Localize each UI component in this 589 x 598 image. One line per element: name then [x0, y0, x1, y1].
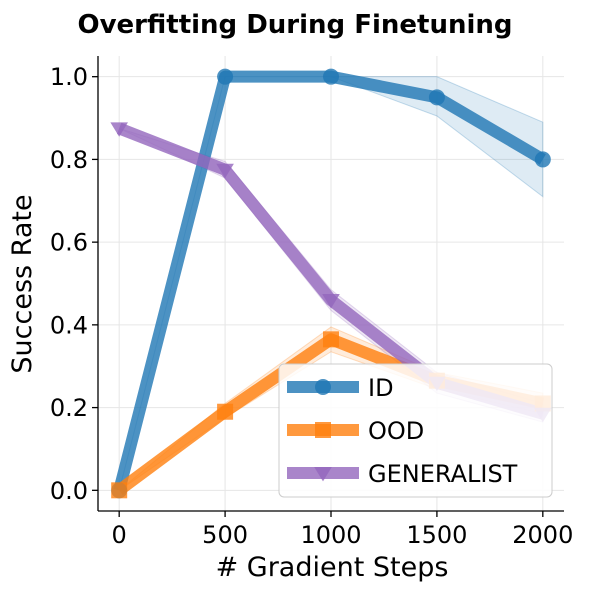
chart-title: Overfitting During Finetuning — [77, 10, 512, 40]
y-tick-label-0: 0.0 — [50, 477, 88, 505]
legend-label-ood: OOD — [368, 417, 424, 445]
y-axis-label: Success Rate — [7, 194, 38, 373]
point-ood-2 — [323, 331, 339, 348]
y-tick-label-4: 0.8 — [50, 146, 88, 174]
point-id-3 — [428, 89, 445, 106]
point-ood-1 — [217, 403, 234, 420]
y-tick-label-3: 0.6 — [50, 229, 88, 257]
x-tick-label-1: 500 — [202, 521, 248, 549]
point-generalist-2 — [322, 294, 340, 309]
point-generalist-0 — [110, 122, 128, 137]
axes: 0 500 1000 1500 2000 0.0 0.2 0.4 0.6 0.8 1.0 — [50, 56, 573, 549]
point-ood-0 — [111, 482, 128, 499]
legend-marker-ood — [315, 422, 331, 438]
y-tick-label-5: 1.0 — [50, 63, 88, 91]
x-tick-label-0: 0 — [112, 521, 127, 549]
legend-marker-generalist — [314, 467, 332, 482]
point-generalist-1 — [216, 163, 234, 179]
legend-marker-id — [315, 379, 331, 395]
point-id-4 — [534, 151, 551, 168]
x-tick-label-4: 2000 — [512, 521, 573, 549]
y-tick-label-1: 0.2 — [50, 394, 88, 422]
x-tick-label-2: 1000 — [300, 521, 361, 549]
y-tick-label-2: 0.4 — [50, 311, 88, 339]
legend-label-generalist: GENERALIST — [368, 460, 518, 488]
point-id-2 — [323, 68, 339, 85]
point-id-1 — [217, 68, 234, 85]
x-axis-label: # Gradient Steps — [216, 552, 449, 583]
legend-label-id: ID — [368, 374, 394, 402]
legend: ID OOD GENERALIST — [278, 363, 553, 498]
legend-box — [278, 363, 553, 498]
x-tick-label-3: 1500 — [406, 521, 467, 549]
